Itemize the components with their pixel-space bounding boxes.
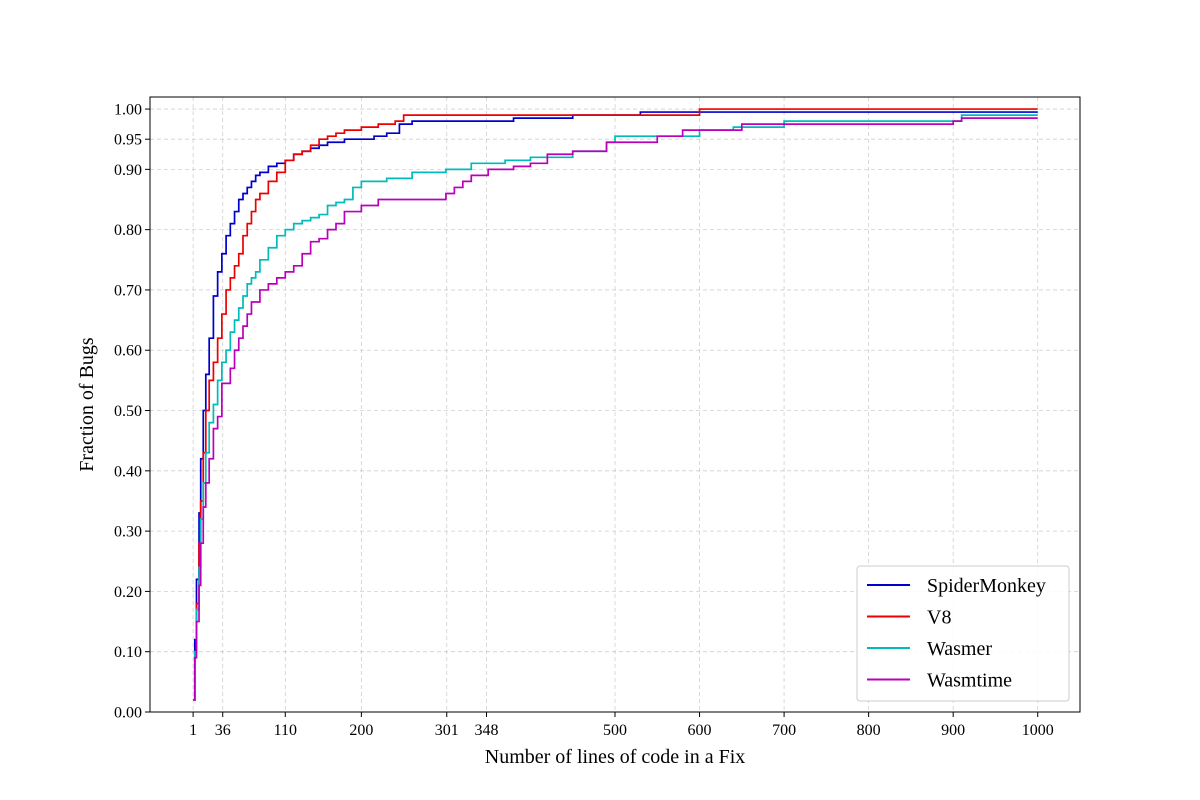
x-tick-label: 800 xyxy=(857,722,881,739)
x-tick-label: 110 xyxy=(274,722,297,739)
x-tick-label: 600 xyxy=(688,722,712,739)
x-tick-label: 301 xyxy=(435,722,459,739)
y-tick-label: 0.90 xyxy=(114,162,142,179)
legend-box xyxy=(856,565,1070,702)
x-tick-label: 348 xyxy=(474,722,498,739)
y-tick-label: 0.00 xyxy=(114,705,142,722)
series-line-wasmtime xyxy=(193,117,1038,701)
legend: SpiderMonkey V8 Wasmer Wasmtime xyxy=(856,565,1070,702)
y-tick-label: 0.95 xyxy=(114,132,142,149)
legend-label-wasmer: Wasmer xyxy=(927,638,992,660)
y-tick-label: 1.00 xyxy=(114,102,142,119)
x-axis-label: Number of lines of code in a Fix xyxy=(485,746,746,768)
legend-label-v8: V8 xyxy=(927,607,951,629)
x-tick-label: 900 xyxy=(941,722,965,739)
y-tick-label: 0.30 xyxy=(114,524,142,541)
x-tick-label: 36 xyxy=(215,722,231,739)
x-axis-ticks: 1 36 110 200 301 348 500 600 700 800 900 1000 xyxy=(189,712,1054,739)
series-line-v8 xyxy=(193,108,1038,701)
y-axis-ticks: 0.00 0.10 0.20 0.30 0.40 0.50 0.60 0.70 0.80 0.90… xyxy=(114,102,150,722)
y-axis-label: Fraction of Bugs xyxy=(76,337,98,472)
x-tick-label: 1 xyxy=(189,722,197,739)
legend-label-wasmtime: Wasmtime xyxy=(927,670,1012,692)
x-tick-label: 500 xyxy=(603,722,627,739)
y-tick-label: 0.10 xyxy=(114,644,142,661)
x-tick-label: 1000 xyxy=(1022,722,1054,739)
y-tick-label: 0.70 xyxy=(114,282,142,299)
y-tick-label: 0.50 xyxy=(114,403,142,420)
x-tick-label: 700 xyxy=(772,722,796,739)
legend-label-spidermonkey: SpiderMonkey xyxy=(927,575,1046,597)
y-tick-label: 0.20 xyxy=(114,584,142,601)
y-tick-label: 0.40 xyxy=(114,463,142,480)
series-lines xyxy=(193,108,1038,701)
series-line-spidermonkey xyxy=(193,111,1038,701)
y-tick-label: 0.60 xyxy=(114,343,142,360)
x-tick-label: 200 xyxy=(349,722,373,739)
y-tick-label: 0.80 xyxy=(114,222,142,239)
